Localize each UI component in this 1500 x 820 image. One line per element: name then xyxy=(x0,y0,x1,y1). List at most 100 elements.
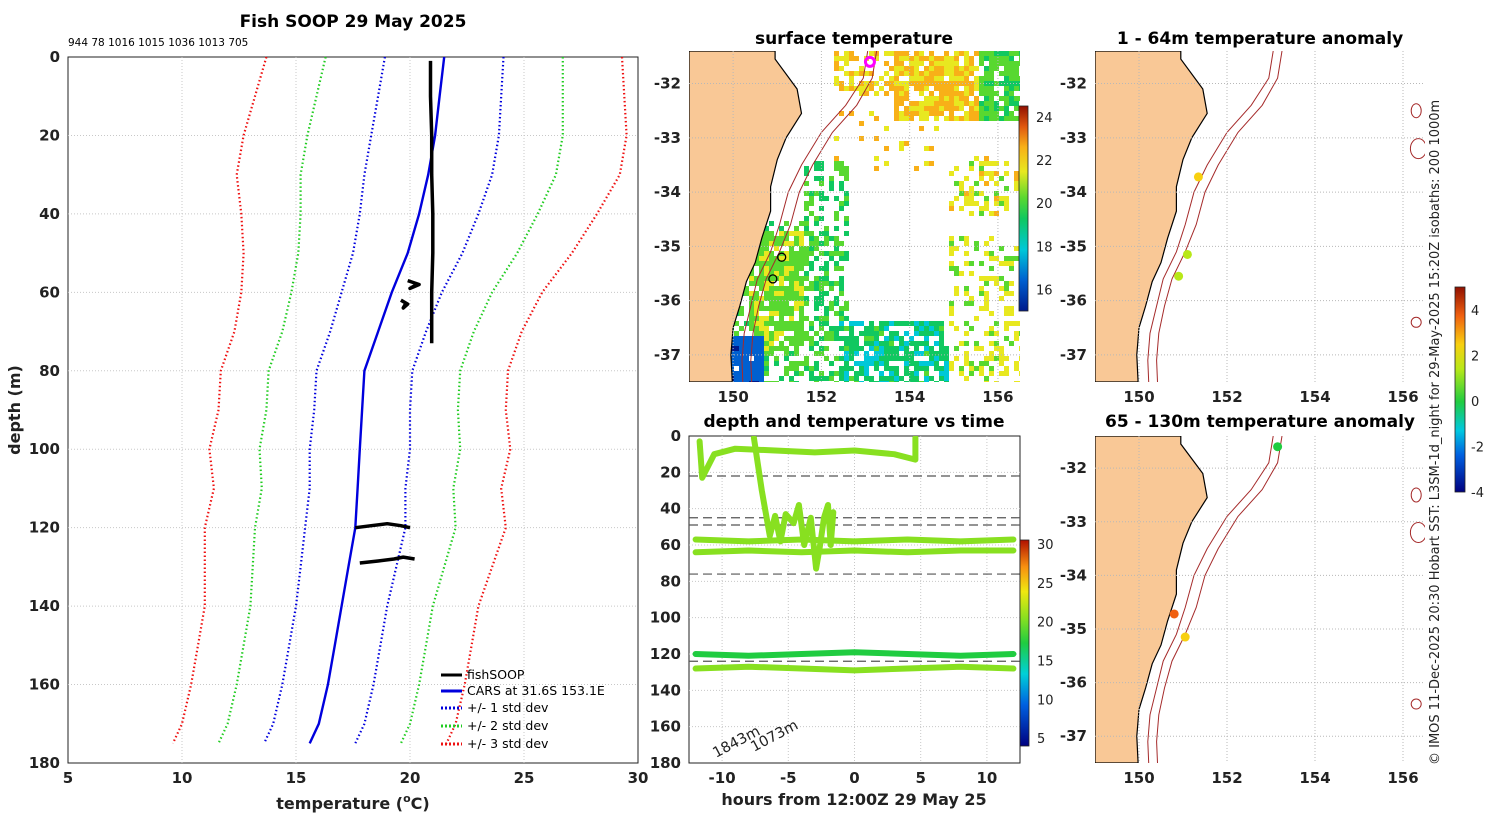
sst-pixel xyxy=(774,296,779,301)
sst-pixel xyxy=(894,101,899,106)
sst-pixel xyxy=(774,361,779,366)
sst-pixel xyxy=(784,266,789,271)
sst-pixel xyxy=(864,356,869,361)
sst-pixel xyxy=(1004,366,1009,371)
sst-pixel xyxy=(789,291,794,296)
sst-pixel xyxy=(889,76,894,81)
profile-xtick: 25 xyxy=(514,769,535,787)
sst-pixel xyxy=(759,301,764,306)
sst-pixel xyxy=(874,351,879,356)
sst-pixel xyxy=(799,251,804,256)
sst-pixel xyxy=(814,341,819,346)
sst-pixel xyxy=(984,116,989,121)
sst-pixel xyxy=(764,296,769,301)
sst-pixel xyxy=(904,351,909,356)
sst-pixel xyxy=(824,271,829,276)
sst-pixel xyxy=(934,116,939,121)
sst-pixel xyxy=(799,236,804,241)
sst-pixel xyxy=(899,86,904,91)
sst-pixel xyxy=(904,321,909,326)
sst-pixel xyxy=(964,321,969,326)
anomaly-point xyxy=(1273,442,1283,452)
sst-pixel xyxy=(834,56,839,61)
dt-colorbar-tick: 30 xyxy=(1037,538,1054,553)
sst-pixel xyxy=(994,276,999,281)
sst-pixel xyxy=(1014,381,1019,382)
sst-pixel xyxy=(994,106,999,111)
sst-pixel xyxy=(849,56,854,61)
sst-pixel xyxy=(739,311,744,316)
sst-pixel xyxy=(814,331,819,336)
sst-pixel xyxy=(829,256,834,261)
sst-pixel xyxy=(809,236,814,241)
sst-pixel xyxy=(1004,66,1009,71)
sst-pixel xyxy=(809,261,814,266)
sst-pixel xyxy=(874,331,879,336)
sst-pixel xyxy=(934,101,939,106)
dt-track xyxy=(692,649,1017,659)
sst-pixel xyxy=(784,326,789,331)
sst-pixel xyxy=(939,356,944,361)
sst-pixel xyxy=(964,96,969,101)
dt-ytick: 120 xyxy=(650,645,681,663)
sst-pixel xyxy=(774,311,779,316)
sst-pixel xyxy=(924,56,929,61)
sst-pixel xyxy=(749,316,754,321)
sst-pixel xyxy=(1004,96,1009,101)
sst-pixel xyxy=(919,361,924,366)
sst-pixel xyxy=(759,251,764,256)
sst-pixel xyxy=(964,236,969,241)
sst-pixel xyxy=(774,306,779,311)
sst-pixel xyxy=(999,61,1004,66)
profile-xtick: 30 xyxy=(628,769,649,787)
sst-pixel xyxy=(734,321,739,326)
sst-pixel xyxy=(1014,366,1019,371)
sst-pixel xyxy=(874,381,879,382)
sst-pixel xyxy=(954,181,959,186)
sst-pixel xyxy=(784,346,789,351)
sst-pixel xyxy=(754,356,759,361)
sst-pixel xyxy=(1019,76,1020,81)
sst-pixel xyxy=(904,96,909,101)
sst-pixel xyxy=(824,306,829,311)
sst-pixel xyxy=(944,61,949,66)
sst-pixel xyxy=(1019,356,1020,361)
sst-pixel xyxy=(999,296,1004,301)
sst-pixel xyxy=(909,56,914,61)
sst-pixel xyxy=(844,336,849,341)
map-xtick: 150 xyxy=(1123,388,1154,406)
sst-pixel xyxy=(824,376,829,381)
sst-pixel xyxy=(1009,66,1014,71)
sst-pixel xyxy=(839,161,844,166)
sst-pixel xyxy=(949,261,954,266)
sst-pixel xyxy=(854,336,859,341)
sst-pixel xyxy=(769,261,774,266)
sst-pixel xyxy=(804,246,809,251)
map-ytick: -35 xyxy=(1060,237,1087,255)
sst-pixel xyxy=(959,206,964,211)
sst-pixel xyxy=(924,341,929,346)
sst-pixel xyxy=(969,56,974,61)
map-xtick: 156 xyxy=(1387,388,1418,406)
sst-pixel xyxy=(964,331,969,336)
sst-pixel xyxy=(934,356,939,361)
sst-pixel xyxy=(779,326,784,331)
sst-pixel xyxy=(759,316,764,321)
map-ytick: -32 xyxy=(654,75,681,93)
sst-pixel xyxy=(844,251,849,256)
sst-pixel xyxy=(814,191,819,196)
sst-pixel xyxy=(904,106,909,111)
sst-pixel xyxy=(794,331,799,336)
sst-pixel xyxy=(909,381,914,382)
sst-pixel xyxy=(914,166,919,171)
sst-pixel xyxy=(789,271,794,276)
sst-pixel xyxy=(844,166,849,171)
sst-pixel xyxy=(974,111,979,116)
sst-pixel xyxy=(989,356,994,361)
map-ytick: -35 xyxy=(654,237,681,255)
sst-pixel xyxy=(984,181,989,186)
sst-pixel xyxy=(874,156,879,161)
sst-pixel xyxy=(999,356,1004,361)
sst-pixel xyxy=(744,381,749,382)
sst-pixel xyxy=(834,336,839,341)
